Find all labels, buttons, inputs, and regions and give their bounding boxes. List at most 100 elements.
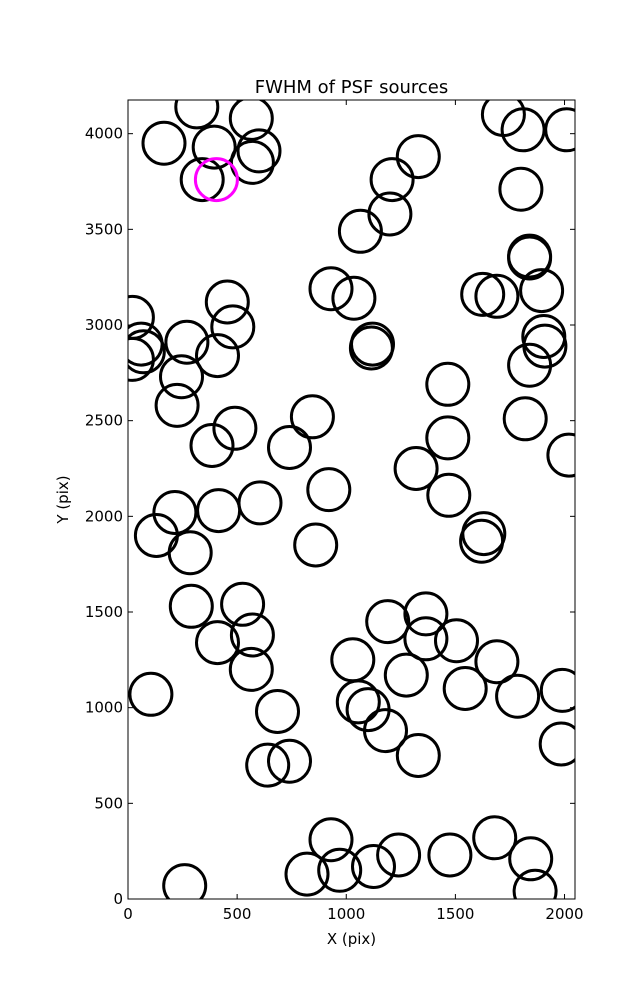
source-marker [369, 157, 415, 203]
source-marker [425, 361, 471, 407]
source-marker [255, 689, 300, 734]
source-marker [426, 472, 472, 518]
y-tick-label: 0 [113, 890, 123, 908]
source-marker [237, 480, 283, 526]
y-tick-label: 2500 [85, 412, 123, 430]
source-marker [128, 329, 166, 375]
source-marker [220, 581, 266, 627]
source-marker [395, 733, 441, 778]
plot-area [128, 100, 575, 899]
source-marker [204, 279, 250, 325]
source-marker [289, 394, 335, 440]
source-marker [154, 382, 200, 428]
x-tick-label: 2000 [545, 905, 583, 923]
source-marker [229, 612, 275, 658]
source-marker [195, 333, 240, 379]
source-marker [308, 266, 354, 312]
source-marker [442, 666, 488, 711]
source-marker [159, 354, 204, 400]
source-marker [395, 134, 441, 180]
plot-frame [127, 99, 576, 900]
source-marker [267, 425, 312, 470]
source-marker [267, 738, 312, 784]
source-marker [376, 832, 422, 878]
x-axis-label: X (pix) [327, 930, 376, 948]
source-marker [472, 815, 518, 861]
source-marker [393, 446, 439, 491]
source-marker [544, 107, 575, 153]
source-marker [191, 124, 237, 170]
y-tick-label: 4000 [85, 125, 123, 143]
x-tick-label: 1000 [327, 905, 365, 923]
source-marker [498, 166, 544, 212]
source-marker [167, 530, 213, 576]
source-marker [284, 851, 330, 897]
source-marker [168, 583, 214, 629]
y-axis: 0 500 1000 1500 2000 2500 3000 3500 4000 [85, 125, 575, 908]
source-marker [210, 304, 256, 350]
source-marker [141, 120, 187, 166]
source-marker [365, 599, 411, 645]
y-tick-label: 1500 [85, 603, 123, 621]
x-tick-label: 1500 [436, 905, 474, 923]
source-marker [507, 342, 553, 388]
source-marker [539, 667, 575, 713]
source-marker [363, 708, 408, 754]
source-marker [335, 679, 381, 725]
source-marker [351, 844, 396, 889]
highlighted-source-marker [193, 157, 239, 203]
chart-title: FWHM of PSF sources [255, 77, 449, 98]
y-axis-label: Y (pix) [54, 475, 72, 524]
source-marker [195, 620, 240, 666]
source-marker [162, 863, 208, 899]
source-marker [337, 208, 383, 254]
source-marker [306, 467, 352, 513]
source-marker [383, 652, 429, 698]
source-marker [212, 405, 258, 451]
source-marker [367, 191, 413, 237]
source-marker [228, 646, 274, 692]
source-marker [308, 817, 354, 863]
source-marker [538, 721, 575, 767]
y-tick-label: 500 [94, 794, 123, 812]
source-marker [245, 742, 291, 788]
source-marker [546, 432, 575, 478]
source-marker [500, 107, 546, 153]
source-marker [474, 639, 520, 685]
source-marker [502, 396, 548, 442]
source-marker [128, 671, 174, 717]
y-tick-label: 3500 [85, 220, 123, 238]
source-marker [507, 235, 553, 281]
source-marker [495, 673, 541, 719]
source-marker [434, 618, 479, 664]
source-marker [228, 100, 274, 141]
source-marker [425, 415, 471, 461]
source-marker [174, 100, 220, 130]
source-marker [519, 268, 565, 314]
y-tick-label: 2000 [85, 507, 123, 525]
source-marker [403, 591, 449, 637]
source-marker [164, 319, 210, 365]
y-tick-label: 1000 [85, 699, 123, 717]
source-marker [350, 321, 395, 367]
y-tick-label: 3000 [85, 316, 123, 334]
source-marker [508, 836, 554, 882]
x-tick-label: 0 [123, 905, 133, 923]
source-marker [229, 139, 275, 185]
source-marker [179, 157, 225, 203]
source-marker [474, 273, 520, 319]
source-marker [152, 490, 198, 535]
source-marker [512, 868, 558, 899]
source-marker [331, 275, 377, 321]
source-marker [459, 518, 505, 564]
source-marker [460, 271, 506, 317]
source-marker [427, 832, 473, 878]
source-marker [293, 522, 339, 568]
source-marker [317, 847, 363, 893]
source-marker [189, 423, 235, 468]
x-tick-label: 500 [223, 905, 252, 923]
source-marker [236, 128, 282, 174]
source-marker [403, 616, 449, 662]
